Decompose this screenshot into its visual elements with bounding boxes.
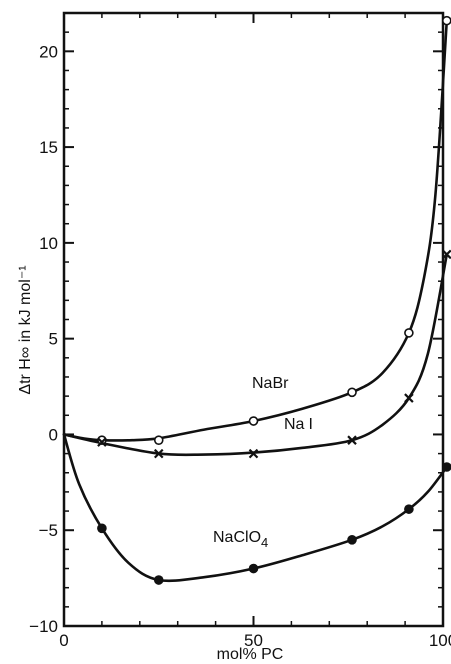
data-point-naclo4 xyxy=(347,534,357,545)
cross-stroke xyxy=(404,393,414,403)
axes: −10 −5 0 5 10 15 20 0 50 100 xyxy=(29,11,451,650)
y-tick-label: −5 xyxy=(39,521,58,540)
data-point-nai xyxy=(248,448,259,459)
series-line-nabr xyxy=(62,19,449,442)
y-tick-label: 10 xyxy=(39,234,58,253)
markers xyxy=(97,15,451,585)
data-point-nabr xyxy=(248,416,259,426)
curves xyxy=(62,19,449,583)
series-label-nai: Na I xyxy=(284,416,313,433)
cross-stroke xyxy=(347,435,357,445)
series-label-nabr: NaBr xyxy=(252,375,289,392)
data-point-naclo4 xyxy=(441,462,451,472)
x-axis-label: mol% PC xyxy=(217,646,284,663)
series-label-naclo4: NaClO4 xyxy=(213,529,268,550)
y-tick-label: 0 xyxy=(49,425,58,444)
cross-stroke xyxy=(248,448,259,459)
data-point-nabr xyxy=(347,387,357,398)
data-point-nai xyxy=(347,435,357,445)
data-point-nai xyxy=(442,249,451,260)
data-point-naclo4 xyxy=(404,504,414,514)
data-point-nabr xyxy=(404,328,414,338)
data-point-nai xyxy=(97,437,107,447)
series-line-nai xyxy=(62,253,449,457)
data-point-nabr xyxy=(153,435,164,445)
x-tick-label: 100 xyxy=(429,631,451,650)
y-tick-label: −10 xyxy=(29,617,58,636)
data-point-naclo4 xyxy=(97,523,107,534)
y-tick-label: 20 xyxy=(39,42,58,61)
y-tick-label: 15 xyxy=(39,138,58,157)
data-point-nai xyxy=(404,393,414,403)
cross-stroke xyxy=(442,249,451,260)
x-tick-label: 0 xyxy=(59,631,68,650)
data-point-nabr xyxy=(441,15,451,26)
data-point-nabr xyxy=(97,435,107,445)
data-point-nai xyxy=(153,448,164,459)
x-tick-label: 50 xyxy=(244,631,263,650)
cross-stroke xyxy=(153,448,164,459)
data-point-naclo4 xyxy=(248,563,259,574)
cross-stroke xyxy=(97,437,107,447)
y-tick-label: 5 xyxy=(49,330,58,349)
y-axis-label: Δtr H∞ in kJ mol⁻¹ xyxy=(17,265,34,394)
series-labels: NaBr Na I NaClO4 xyxy=(213,375,313,550)
data-point-naclo4 xyxy=(153,575,164,585)
